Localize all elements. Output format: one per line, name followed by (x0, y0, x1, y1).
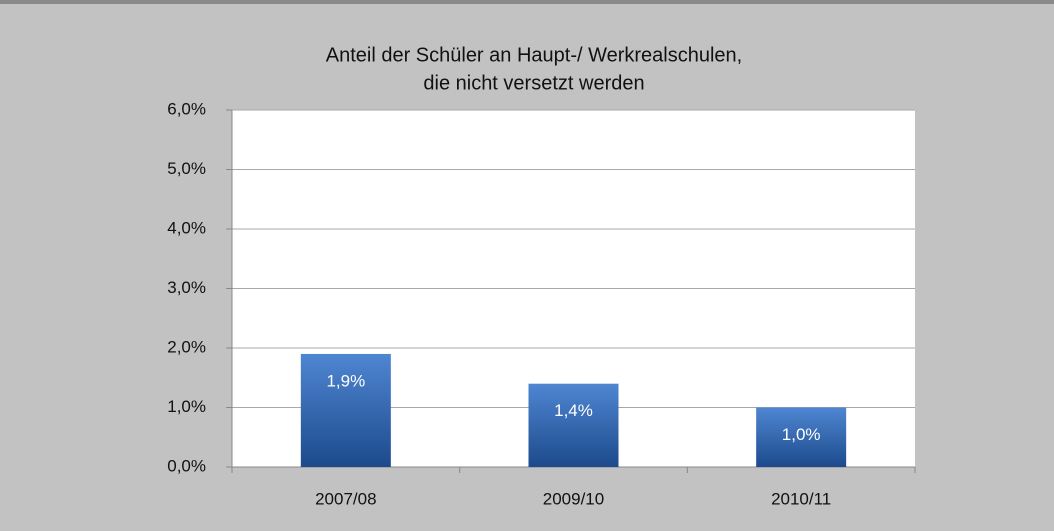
bar (300, 353, 391, 467)
data-label: 1,9% (326, 371, 365, 390)
y-tick-label: 0,0% (167, 456, 206, 475)
y-tick-label: 2,0% (167, 337, 206, 356)
x-tick-label: 2010/11 (771, 489, 831, 508)
chart-title: die nicht versetzt werden (423, 72, 644, 94)
data-label: 1,0% (782, 425, 821, 444)
x-tick-label: 2009/10 (543, 489, 604, 508)
x-tick-label: 2007/08 (315, 489, 376, 508)
y-tick-label: 1,0% (167, 397, 206, 416)
bar (528, 383, 619, 467)
y-tick-label: 5,0% (167, 159, 206, 178)
bar (756, 407, 847, 467)
data-label: 1,4% (554, 401, 593, 420)
top-border (0, 0, 1054, 4)
y-tick-label: 3,0% (167, 278, 206, 297)
y-tick-label: 4,0% (167, 218, 206, 237)
y-tick-label: 6,0% (167, 99, 206, 118)
chart-title: Anteil der Schüler an Haupt-/ Werkrealsc… (326, 44, 743, 66)
